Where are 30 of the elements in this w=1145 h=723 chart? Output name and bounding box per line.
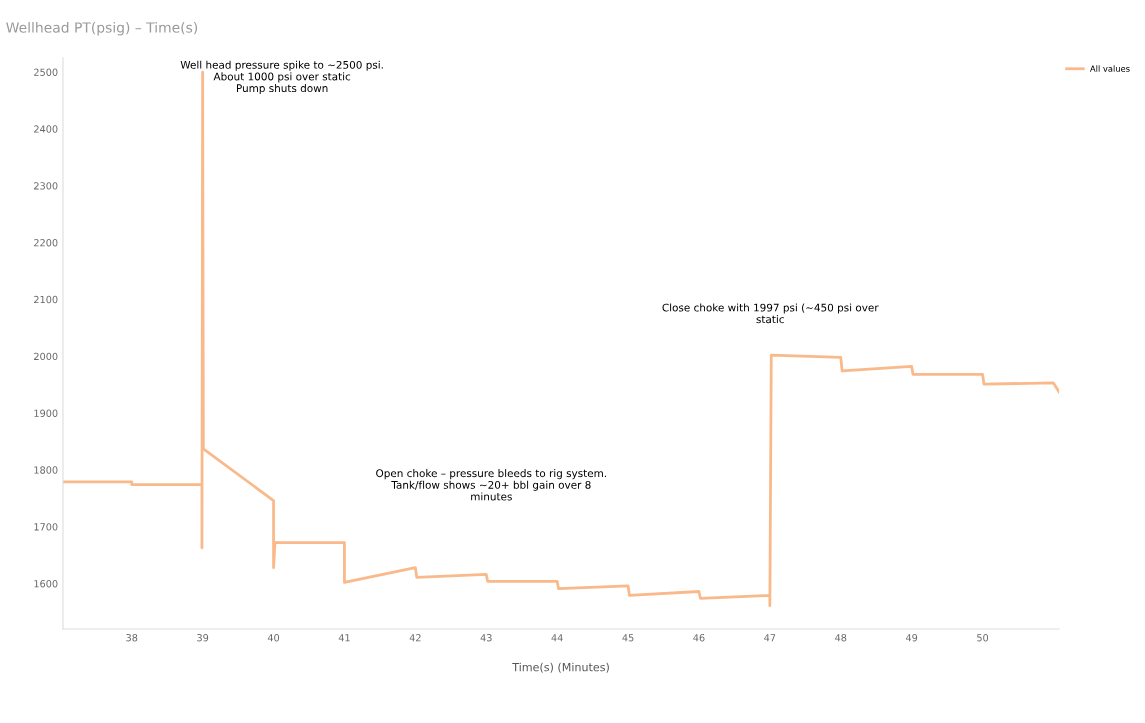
annotation: Close choke with 1997 psi (~450 psi over static — [662, 303, 879, 324]
annotation: Open choke – pressure bleeds to rig system. Tank/flow shows ~20+ bbl gain over 8 minutes — [376, 469, 606, 501]
y-tick-label: 1800 — [34, 466, 58, 474]
x-tick-label: 43 — [480, 634, 492, 642]
x-axis-title: Time(s) (Minutes) — [512, 662, 609, 673]
y-tick-label: 2000 — [34, 352, 58, 361]
y-tick-label: 1700 — [34, 523, 58, 531]
y-tick-label: 1900 — [34, 409, 58, 417]
x-tick-label: 38 — [126, 634, 138, 642]
x-tick-label: 40 — [267, 634, 280, 642]
annotation: Well head pressure spike to ~2500 psi. About 1000 psi over static Pump shuts down — [180, 60, 383, 95]
x-tick-label: 44 — [551, 634, 563, 642]
x-tick-label: 50 — [977, 634, 989, 642]
x-tick-label: 48 — [835, 634, 847, 642]
y-tick-label: 2500 — [34, 68, 58, 76]
x-tick-label: 39 — [197, 634, 209, 642]
line-series — [62, 70, 1060, 608]
x-tick-label: 47 — [764, 634, 776, 642]
chart-title: Wellhead PT(psig) – Time(s) — [6, 21, 198, 36]
y-tick-label: 2400 — [34, 125, 58, 133]
x-tick-label: 41 — [338, 634, 350, 642]
x-tick-label: 45 — [622, 634, 634, 642]
y-tick-label: 2100 — [34, 295, 58, 304]
y-tick-label: 1600 — [34, 580, 58, 588]
x-tick-label: 49 — [905, 634, 918, 642]
y-tick-label: 2200 — [34, 239, 58, 247]
x-tick-label: 46 — [693, 634, 705, 642]
legend-label: All values — [1090, 65, 1130, 72]
x-tick-label: 42 — [409, 634, 421, 642]
y-tick-label: 2300 — [34, 182, 58, 190]
